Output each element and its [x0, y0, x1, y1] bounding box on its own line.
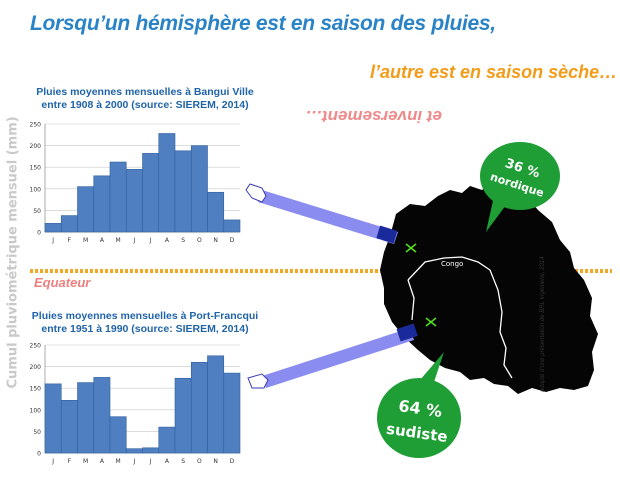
- x-tick-label: J: [51, 237, 54, 244]
- y-tick-label: 200: [30, 364, 42, 371]
- x-tick-label: F: [68, 237, 72, 244]
- x-tick-label: J: [149, 458, 152, 465]
- x-tick-label: O: [197, 237, 202, 244]
- y-tick-label: 250: [30, 343, 42, 350]
- x-tick-label: O: [197, 458, 202, 465]
- x-tick-label: F: [68, 458, 72, 465]
- x-tick-label: J: [51, 458, 54, 465]
- bar: [223, 372, 241, 454]
- x-tick-label: J: [149, 237, 152, 244]
- x-tick-label: M: [83, 237, 88, 244]
- bar: [190, 145, 208, 233]
- y-tick-label: 0: [37, 230, 41, 237]
- y-tick-label: 100: [30, 186, 42, 193]
- x-tick-label: S: [181, 458, 185, 465]
- x-tick-label: A: [165, 458, 170, 465]
- x-tick-label: N: [213, 237, 218, 244]
- y-tick-label: 250: [30, 122, 42, 129]
- chart2-title-block: Pluies moyennes mensuelles à Port-Francq…: [30, 310, 260, 336]
- south-arrow-tip: [396, 323, 418, 342]
- bangui-marker: [405, 243, 417, 253]
- y-tick-label: 100: [30, 407, 42, 414]
- credit-text: adapté d'une présentation de BRL Ingénie…: [540, 256, 546, 392]
- chart2-subtitle: entre 1951 à 1990 (source: SIEREM, 2014): [41, 323, 249, 335]
- x-tick-label: D: [230, 237, 235, 244]
- bar: [109, 416, 127, 454]
- north-arrow: [258, 190, 398, 244]
- port-francqui-marker: [425, 317, 437, 327]
- x-tick-label: S: [181, 237, 185, 244]
- equator-label: Equateur: [34, 275, 91, 290]
- congo-river: [407, 256, 513, 379]
- chart1-subtitle: entre 1908 à 2000 (source: SIEREM, 2014): [41, 99, 249, 111]
- y-tick-label: 150: [30, 165, 42, 172]
- chart1-title-block: Pluies moyennes mensuelles à Bangui Vill…: [30, 86, 260, 112]
- map-silhouette: [380, 182, 598, 394]
- subtitle: l’autre est en saison sèche…: [370, 62, 618, 82]
- chart2-title: Pluies moyennes mensuelles à Port-Francq…: [31, 310, 259, 322]
- y-tick-label: 0: [37, 451, 41, 458]
- y-tick-label: 200: [30, 143, 42, 150]
- x-tick-label: J: [132, 458, 135, 465]
- north-bubble: 36 % nordique: [480, 142, 560, 232]
- south-bubble: 64 % sudiste: [377, 352, 461, 458]
- x-tick-label: A: [100, 458, 105, 465]
- south-hand-icon: [247, 373, 269, 389]
- river-label: Congo: [441, 260, 463, 268]
- north-arrow-tip: [376, 225, 398, 244]
- x-tick-label: M: [116, 237, 121, 244]
- north-hand-icon: [245, 183, 267, 203]
- x-tick-label: N: [213, 458, 218, 465]
- bar: [207, 191, 225, 233]
- x-tick-label: M: [116, 458, 121, 465]
- chart1-title: Pluies moyennes mensuelles à Bangui Vill…: [36, 86, 254, 98]
- main-title: Lorsqu’un hémisphère est en saison des p…: [30, 12, 496, 35]
- tributary-river: [407, 279, 415, 321]
- y-tick-label: 50: [33, 429, 41, 436]
- y-tick-label: 150: [30, 386, 42, 393]
- x-tick-label: A: [165, 237, 170, 244]
- y-tick-label: 50: [33, 208, 41, 215]
- south-arrow: [262, 328, 414, 388]
- bar: [93, 377, 111, 454]
- x-tick-label: D: [230, 458, 235, 465]
- x-tick-label: J: [132, 237, 135, 244]
- x-tick-label: A: [100, 237, 105, 244]
- x-tick-label: M: [83, 458, 88, 465]
- bar: [223, 219, 241, 233]
